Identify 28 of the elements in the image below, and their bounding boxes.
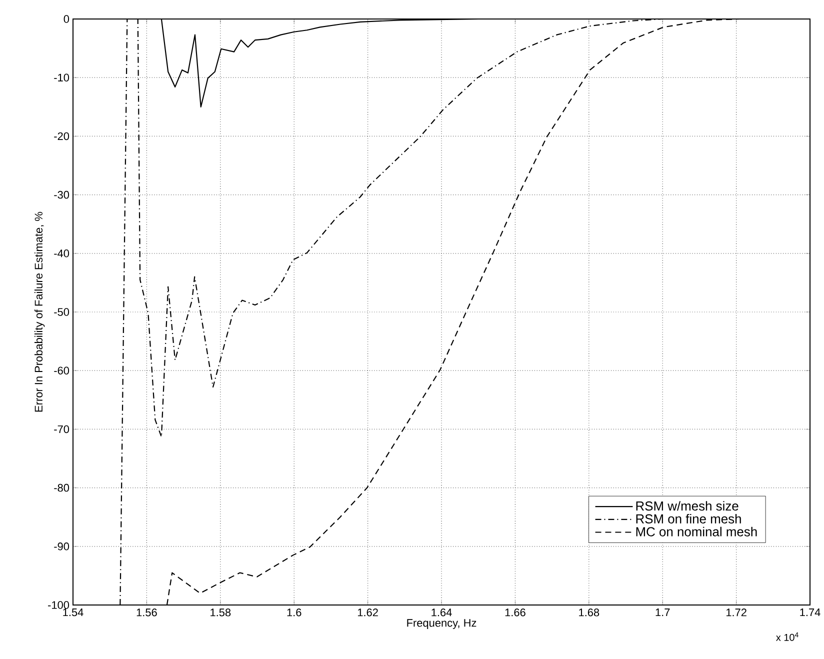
y-tick-label: -50	[54, 308, 70, 316]
x-tick-label: 1.72	[726, 608, 746, 616]
legend-label: RSM w/mesh size	[636, 501, 738, 511]
x-tick-label: 1.54	[63, 608, 84, 616]
y-tick-label: 0	[64, 15, 70, 23]
x-tick-label: 1.58	[210, 608, 231, 616]
legend-label: MC on nominal mesh	[636, 526, 757, 536]
y-tick-label: -20	[54, 132, 70, 140]
x-tick-label: 1.66	[505, 608, 526, 616]
y-tick-label: -100	[48, 601, 70, 609]
x-tick-label: 1.7	[656, 608, 670, 616]
x-tick-label: 1.68	[579, 608, 600, 616]
y-tick-label: -10	[54, 74, 70, 82]
x-tick-label: 1.6	[287, 608, 302, 616]
y-tick-label: -80	[54, 484, 70, 492]
x-tick-label: 1.56	[136, 608, 157, 616]
x-tick-label: 1.62	[358, 608, 378, 616]
y-tick-label: -40	[54, 250, 70, 258]
text: x 10$^{4}$	[776, 632, 798, 641]
y-tick-label: -60	[54, 366, 70, 374]
x-tick-label: 1.64	[432, 608, 452, 616]
y-axis-title: Error In Probability of Failure Estimate, %	[34, 212, 45, 412]
y-tick-label: -70	[54, 425, 70, 434]
y-tick-label: -90	[54, 542, 70, 550]
legend-label: RSM on fine mesh	[636, 514, 741, 524]
y-tick-label: -30	[54, 190, 70, 199]
x-tick-label: 1.74	[800, 608, 820, 616]
x-axis-title: Frequency, Hz	[407, 619, 476, 629]
